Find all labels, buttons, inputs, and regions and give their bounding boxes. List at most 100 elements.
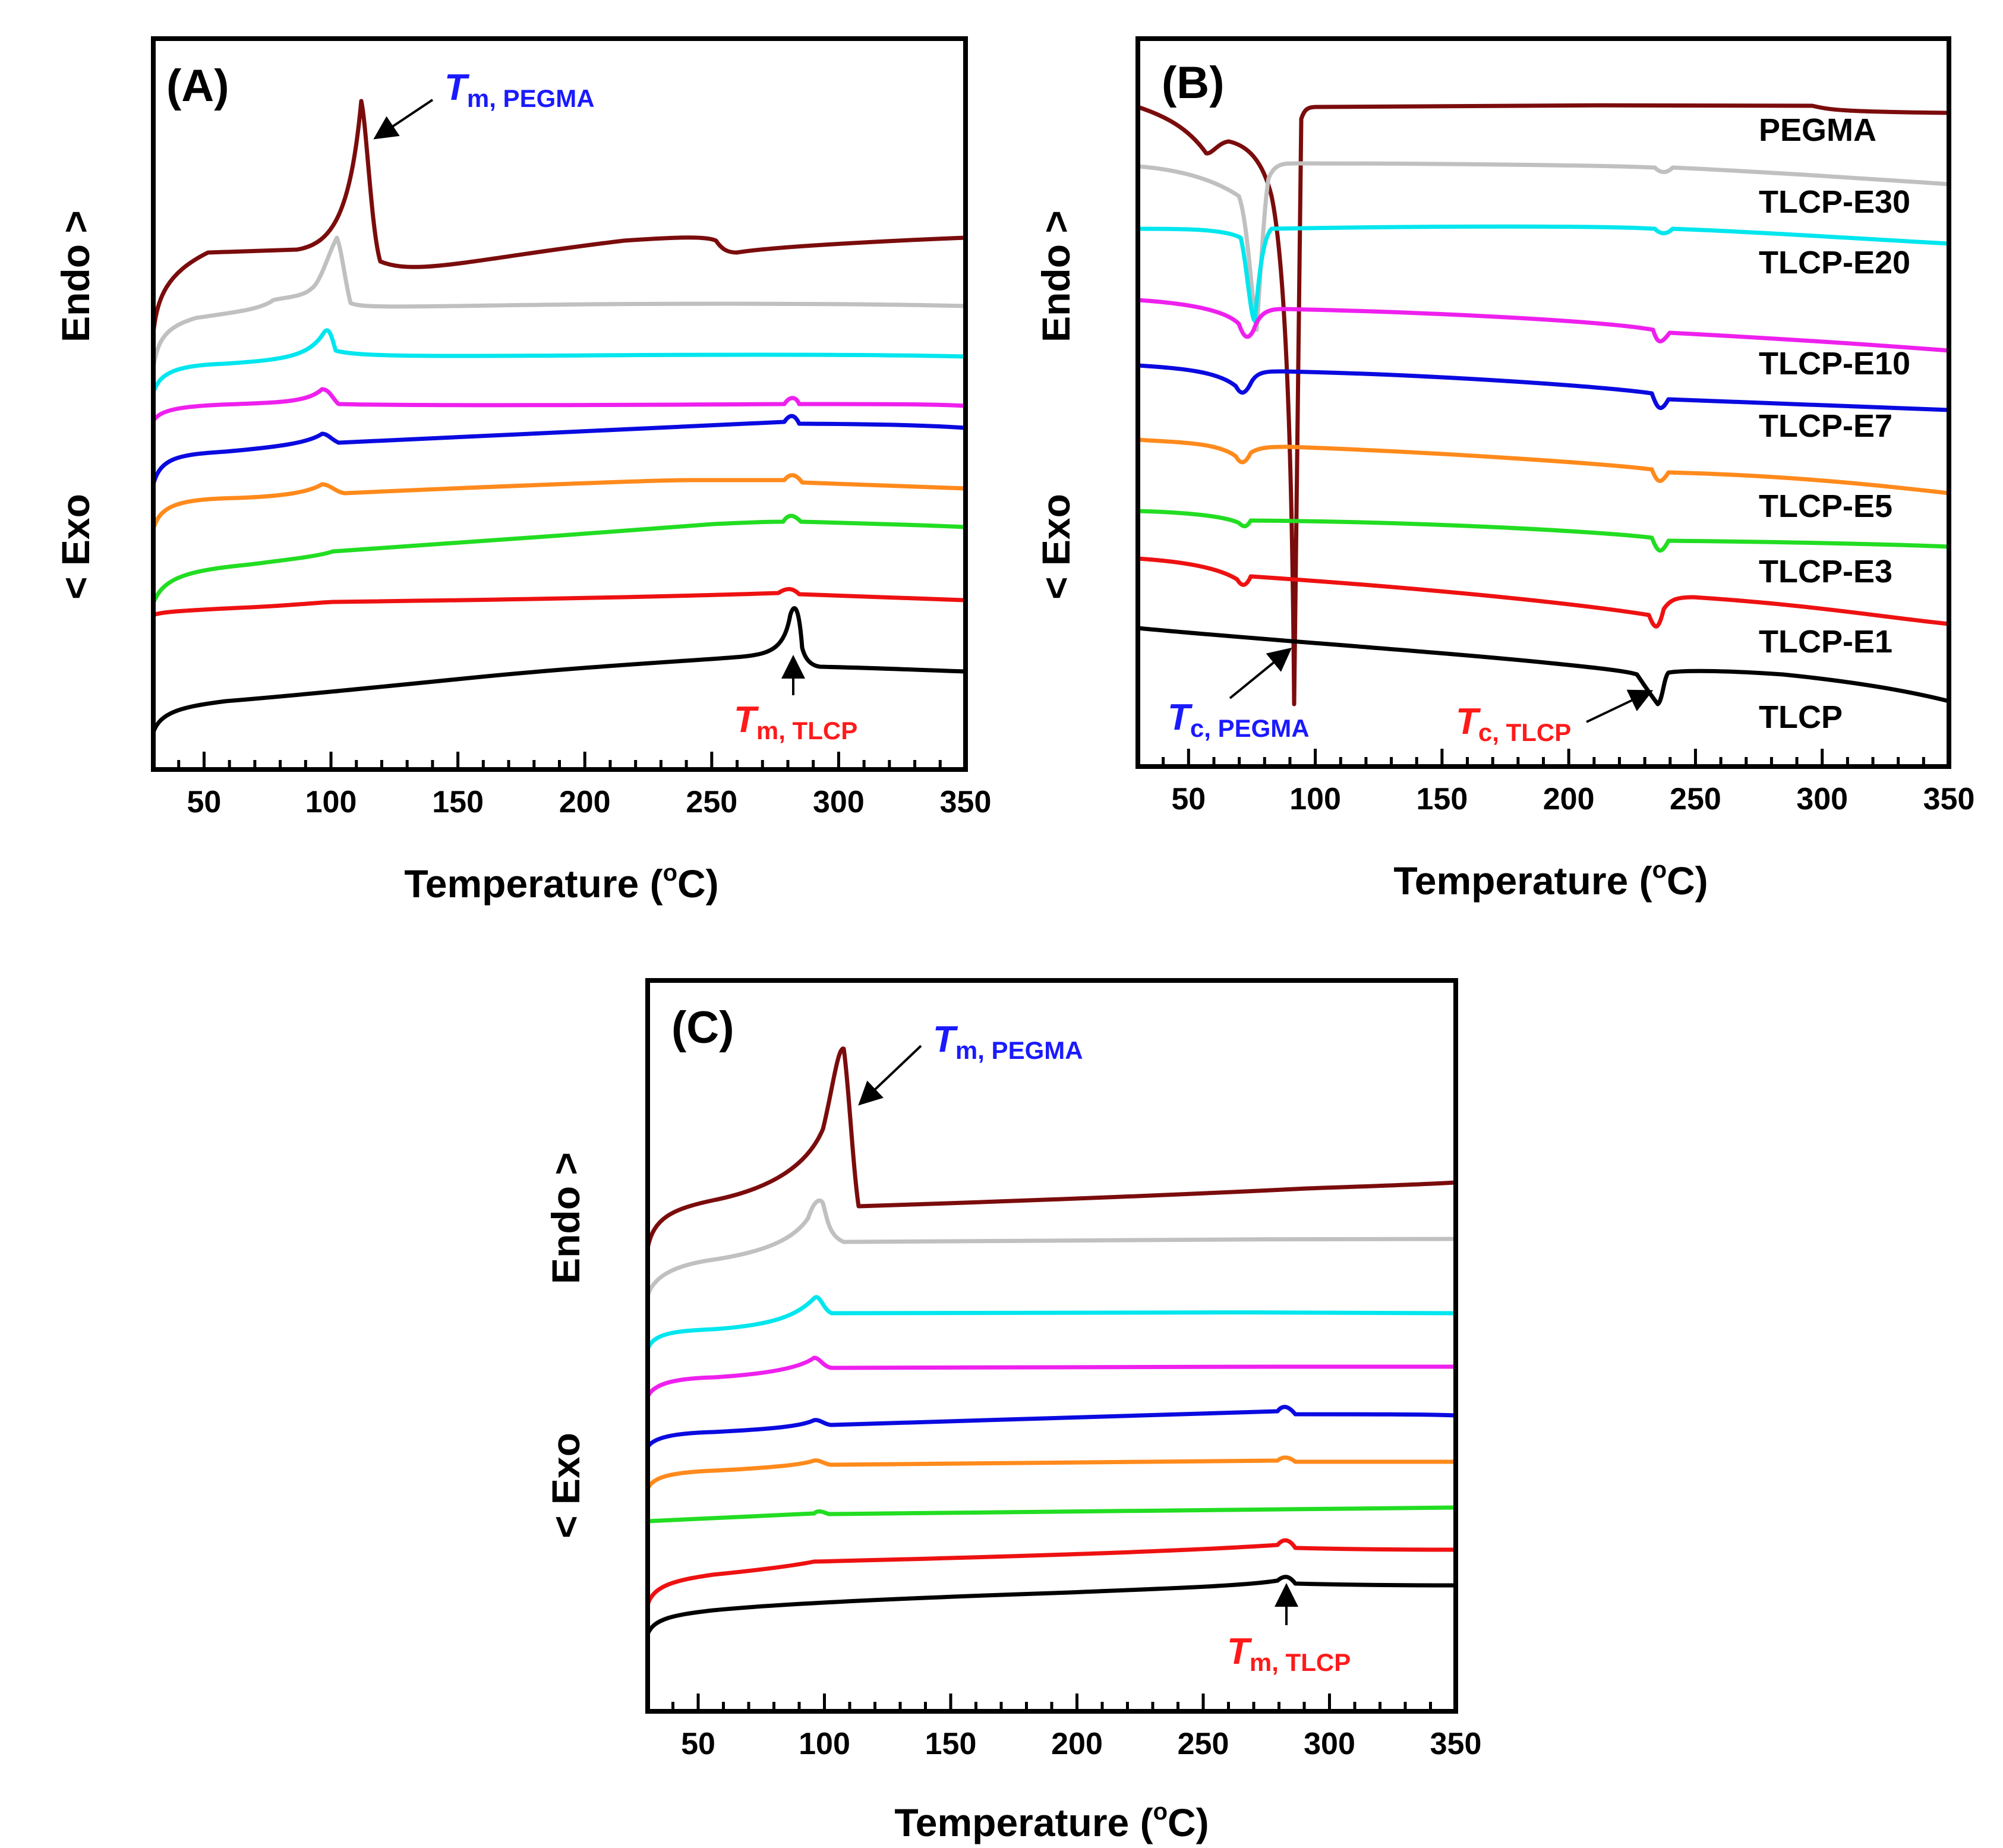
panel-a-annotations: Tm, PEGMA Tm, TLCP — [373, 67, 857, 745]
panel-a-ylabel-exo: < Exo — [53, 494, 97, 600]
panel-c-tick-label-100: 100 — [799, 1727, 850, 1761]
panel-b-tick-label-300: 300 — [1796, 782, 1848, 816]
panel-a-xlabel-prefix: Temperature ( — [404, 862, 663, 906]
panel-c-tick-label-50: 50 — [681, 1727, 715, 1761]
panel-a-annot-tm-tlcp: Tm, TLCP — [734, 699, 857, 745]
panel-c-tick-label-250: 250 — [1178, 1727, 1229, 1761]
panel-c-xlabel-sup: o — [1153, 1799, 1168, 1825]
panel-c-series-e5 — [645, 1455, 1458, 1491]
panel-a-annot-tm-pegma-main: T — [444, 67, 470, 108]
panel-a-annot-tm-tlcp-sub: m, TLCP — [756, 717, 857, 745]
panel-b-tick-label-350: 350 — [1923, 782, 1975, 816]
panel-b-label: (B) — [1162, 58, 1225, 108]
panel-c-annot-tm-tlcp-sub: m, TLCP — [1250, 1648, 1351, 1676]
panel-c-xlabel-prefix: Temperature ( — [894, 1800, 1153, 1844]
panel-a-xlabel-suffix: C) — [677, 862, 719, 906]
panel-a-tick-label-150: 150 — [432, 785, 484, 819]
panel-c-frame — [645, 978, 1458, 1714]
panel-a-ylabel-endo: Endo > — [53, 210, 97, 342]
panel-b-ylabel-exo: < Exo — [1034, 494, 1078, 600]
panel-c-tick-label-350: 350 — [1430, 1727, 1482, 1761]
panel-b-legend-e3: TLCP-E3 — [1759, 554, 1892, 589]
panel-a-series-e10 — [151, 387, 968, 423]
panel-b-annot-tc-pegma: Tc, PEGMA — [1168, 697, 1310, 742]
panel-b-annot-tc-tlcp-sub: c, TLCP — [1478, 718, 1571, 746]
panel-c-annot-tm-tlcp-main: T — [1227, 1631, 1253, 1672]
panel-b-legend-e30: TLCP-E30 — [1759, 184, 1910, 220]
panel-c-annot-tm-pegma-sub: m, PEGMA — [955, 1036, 1083, 1064]
panel-a-tick-label-350: 350 — [940, 785, 992, 819]
panel-b-legend-e1: TLCP-E1 — [1759, 624, 1892, 660]
panel-b-legend-e5: TLCP-E5 — [1759, 488, 1892, 524]
panel-a-series — [151, 99, 968, 734]
panel-b-tick-label-200: 200 — [1543, 782, 1595, 816]
panel-c-label: (C) — [671, 1002, 734, 1053]
panel-b-xlabel-sup: o — [1652, 857, 1667, 883]
panel-a-series-pegma — [151, 99, 968, 335]
panel-a: (A) Tm, PEGMA Tm, TLCP 50 100 150 200 250 300… — [53, 36, 992, 906]
panel-b-tick-label-150: 150 — [1416, 782, 1468, 816]
panel-b: (B) PEGMA TLCP-E30 TLCP-E20 TLCP-E10 TLC… — [1034, 36, 1975, 903]
panel-a-tick-label-200: 200 — [559, 785, 611, 819]
panel-b-xlabel-prefix: Temperature ( — [1393, 859, 1652, 903]
panel-b-legend-e10: TLCP-E10 — [1759, 346, 1910, 381]
panel-b-xlabel: Temperature (oC) — [1393, 857, 1708, 903]
panel-b-tick-label-250: 250 — [1670, 782, 1721, 816]
panel-b-annotations: Tc, PEGMA Tc, TLCP — [1168, 647, 1654, 746]
panel-a-tick-label-50: 50 — [187, 785, 222, 819]
panel-c-xlabel: Temperature (oC) — [894, 1799, 1209, 1844]
panel-b-tick-label-50: 50 — [1171, 782, 1206, 816]
panel-a-annot-tm-tlcp-main: T — [734, 699, 759, 740]
panel-a-series-tlcp — [151, 606, 968, 734]
panel-b-ylabel-endo: Endo > — [1034, 210, 1078, 342]
panel-b-annot-tc-pegma-main: T — [1168, 697, 1193, 738]
panel-a-series-e7 — [151, 414, 968, 487]
panel-c-series-e7 — [645, 1405, 1458, 1449]
panel-c-series-pegma — [645, 1046, 1458, 1250]
panel-a-xticks: 50 100 150 200 250 300 350 — [152, 752, 992, 819]
panel-a-series-e1 — [151, 587, 968, 617]
panel-c-xticks: 50 100 150 200 250 300 350 — [646, 1694, 1482, 1761]
panel-b-series-e1 — [1135, 556, 1951, 629]
panel-b-annot-tc-tlcp: Tc, TLCP — [1456, 701, 1571, 746]
panel-b-series-e20 — [1135, 224, 1951, 323]
panel-c: (C) Tm, PEGMA Tm, TLCP 50 100 150 200 250 300… — [544, 978, 1482, 1844]
panel-c-series-e30 — [645, 1198, 1458, 1298]
panel-a-series-e30 — [151, 235, 968, 371]
panel-b-series — [1135, 103, 1951, 707]
panel-a-series-e20 — [151, 328, 968, 395]
panel-a-tick-label-250: 250 — [686, 785, 737, 819]
panel-b-legend-tlcp: TLCP — [1759, 699, 1843, 735]
panel-c-tick-label-300: 300 — [1304, 1727, 1355, 1761]
panel-c-tick-label-150: 150 — [925, 1727, 977, 1761]
panel-b-annot-tc-tlcp-main: T — [1456, 701, 1481, 742]
panel-b-legend-e20: TLCP-E20 — [1759, 245, 1910, 280]
panel-a-series-e3 — [151, 513, 968, 606]
panel-b-legend-e7: TLCP-E7 — [1759, 408, 1892, 444]
panel-a-xlabel-sup: o — [663, 860, 677, 886]
panel-c-annot-tm-tlcp: Tm, TLCP — [1227, 1631, 1351, 1676]
panel-a-annot-tm-pegma: Tm, PEGMA — [444, 67, 595, 112]
panel-c-ylabel-exo: < Exo — [544, 1433, 588, 1538]
panel-a-label: (A) — [166, 61, 229, 111]
panel-c-annotations: Tm, PEGMA Tm, TLCP — [858, 1019, 1351, 1676]
panel-c-xlabel-suffix: C) — [1168, 1800, 1209, 1844]
panel-c-tick-label-200: 200 — [1051, 1727, 1103, 1761]
panel-c-series-tlcp — [645, 1575, 1458, 1636]
panel-a-tick-label-300: 300 — [813, 785, 865, 819]
panel-a-series-e5 — [151, 473, 968, 531]
panel-b-series-pegma — [1135, 103, 1951, 707]
panel-b-legend-pegma: PEGMA — [1759, 112, 1876, 148]
panel-b-xticks: 50 100 150 200 250 300 350 — [1136, 749, 1975, 816]
panel-b-xlabel-suffix: C) — [1667, 859, 1708, 903]
panel-b-series-e30 — [1135, 161, 1951, 332]
panel-a-tick-label-100: 100 — [305, 785, 357, 819]
panel-c-ylabel-endo: Endo > — [544, 1152, 588, 1284]
panel-b-series-e7 — [1135, 363, 1951, 412]
panel-b-annot-tc-pegma-sub: c, PEGMA — [1190, 714, 1310, 742]
panel-b-series-e3 — [1135, 509, 1951, 553]
panel-c-series-e3 — [645, 1505, 1458, 1524]
panel-b-series-e5 — [1135, 437, 1951, 496]
